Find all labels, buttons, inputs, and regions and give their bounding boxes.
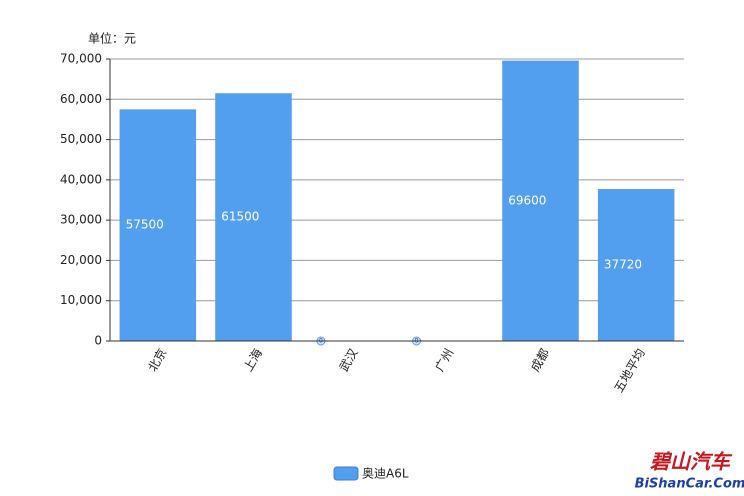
x-tick-label: 五地平均 [612, 346, 648, 395]
y-tick-label: 50,000 [60, 132, 102, 146]
data-label: 61500 [221, 210, 259, 224]
y-tick-label: 60,000 [60, 92, 102, 106]
y-tick-label: 70,000 [60, 52, 102, 66]
bar [597, 189, 675, 341]
x-tick-label: 广州 [432, 346, 456, 374]
bar [215, 93, 292, 341]
data-label: 57500 [126, 218, 164, 232]
x-tick-label: 武汉 [337, 346, 361, 374]
x-tick-label: 成都 [528, 346, 552, 374]
x-tick-label: 北京 [145, 346, 169, 374]
y-tick-label: 20,000 [60, 253, 102, 267]
legend-swatch [333, 466, 359, 481]
y-tick-label: 0 [94, 334, 102, 348]
y-tick-label: 30,000 [60, 213, 102, 227]
data-label: 69600 [508, 193, 546, 207]
y-tick-label: 40,000 [60, 172, 102, 186]
x-tick-label: 上海 [240, 346, 265, 374]
bar [502, 60, 579, 342]
unit-label: 单位：元 [88, 31, 136, 46]
watermark: 碧山汽车 [650, 450, 733, 474]
bar [119, 109, 197, 341]
y-tick-label: 10,000 [60, 293, 102, 307]
data-label: 37720 [604, 258, 642, 272]
legend-label: 奥迪A6L [362, 467, 409, 481]
watermark: BiShanCar.Com [635, 477, 744, 492]
